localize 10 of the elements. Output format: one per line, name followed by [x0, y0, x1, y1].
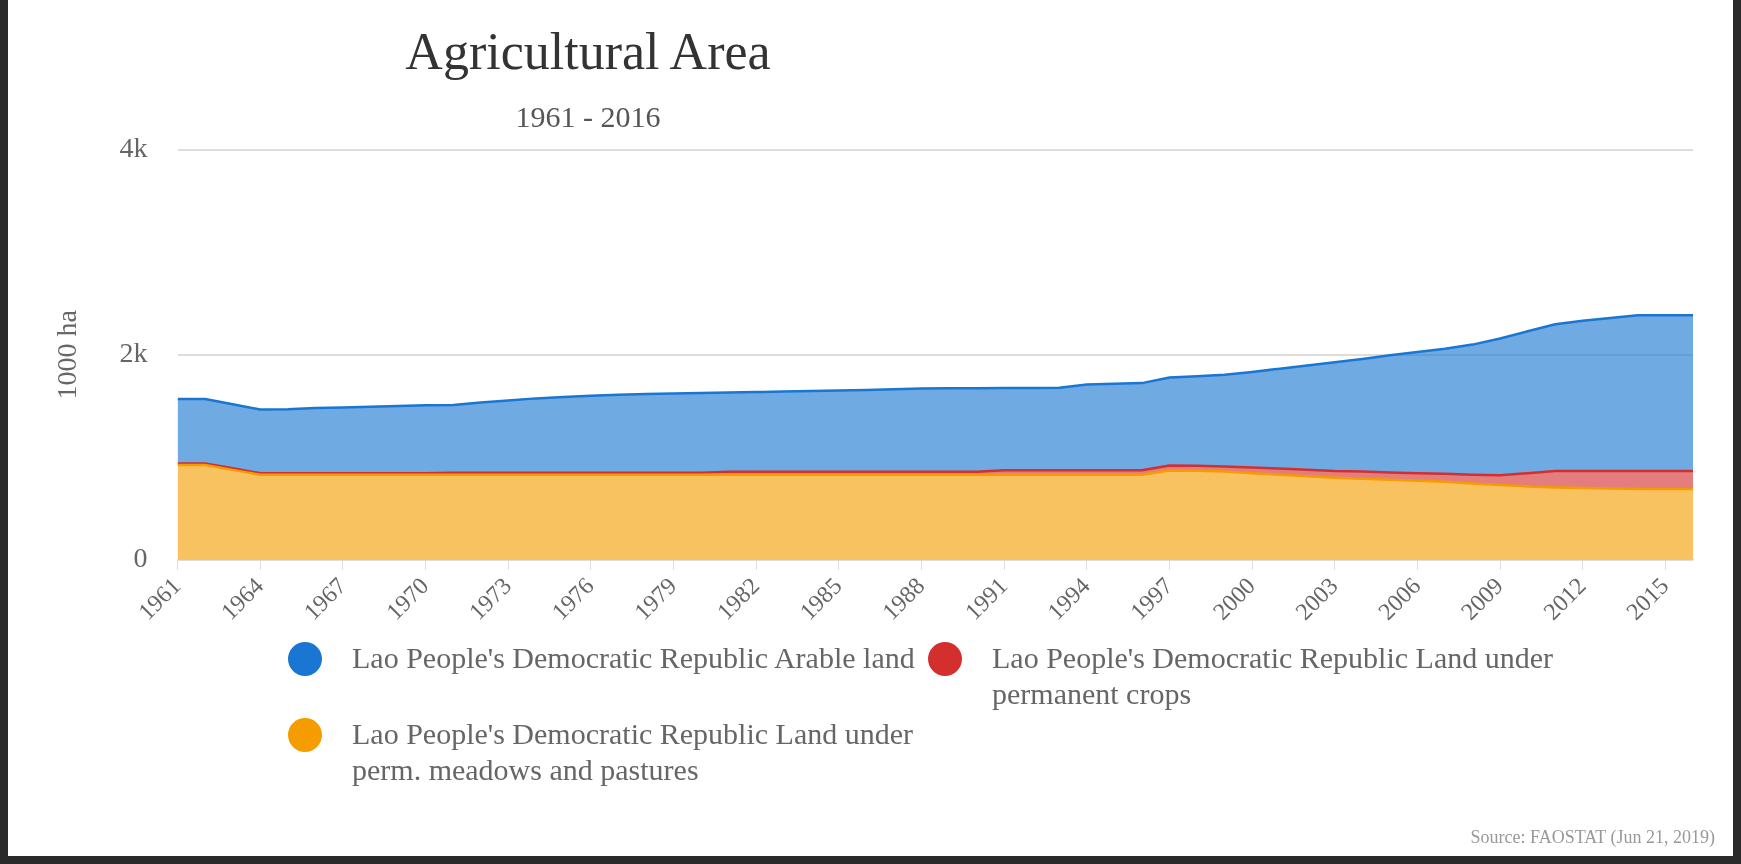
chart-subtitle: 1961 - 2016	[514, 100, 662, 134]
legend-label: Lao People's Democratic Republic Land under perm. meadows and pastures	[352, 716, 915, 788]
legend-label: Lao People's Democratic Republic Arable land	[352, 640, 915, 676]
y-tick-label: 2k	[119, 337, 148, 369]
source-note: Source: FAOSTAT (Jun 21, 2019)	[1470, 827, 1715, 848]
y-tick-label: 0	[133, 542, 148, 574]
y-axis-title: 1000 ha	[51, 309, 83, 400]
legend-label: Lao People's Democratic Republic Land under permanent crops	[992, 640, 1555, 712]
chart-title: Agricultural Area	[404, 22, 772, 81]
y-tick-label: 4k	[119, 132, 148, 164]
